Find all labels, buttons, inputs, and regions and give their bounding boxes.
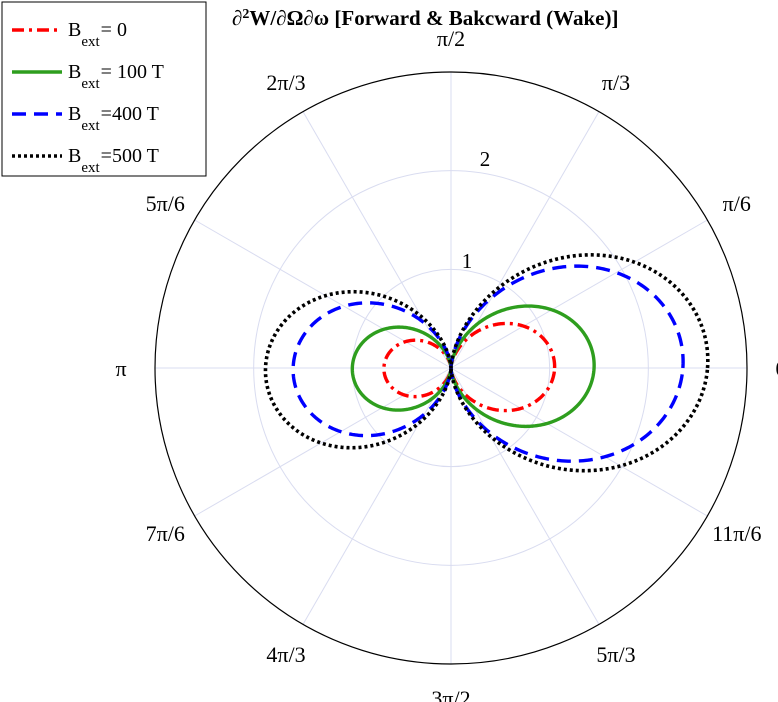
legend-entry: Bext= 0	[68, 19, 127, 50]
angular-tick-labels: 0 π/6 π/3 π/2 2π/3 5π/6 π 7π/6 4π/3 3π/2 5π/3 11π/6	[115, 26, 778, 702]
grid-spoke	[450, 219, 708, 369]
grid-spoke	[302, 111, 452, 369]
angular-tick-label: 5π/3	[596, 642, 635, 667]
radial-tick-labels: 12	[462, 147, 490, 273]
angular-tick-label: π	[115, 356, 126, 381]
angular-tick-label: 11π/6	[712, 521, 761, 546]
radial-tick-label: 1	[462, 249, 473, 273]
series-layer	[263, 253, 710, 473]
series-line-1	[382, 321, 557, 413]
radial-tick-label: 2	[480, 147, 491, 171]
angular-tick-label: 5π/6	[146, 191, 185, 216]
series-line-4	[263, 253, 710, 473]
angular-tick-label: 3π/2	[431, 686, 470, 702]
angular-tick-label: 2π/3	[266, 70, 305, 95]
angular-tick-label: π/6	[723, 191, 751, 216]
angular-tick-label: 7π/6	[146, 521, 185, 546]
grid-spoke	[450, 367, 708, 517]
outer-circle	[154, 71, 748, 665]
legend-entry: Bext=500 T	[68, 145, 159, 176]
angular-tick-label: π/2	[437, 26, 465, 51]
series-line-3	[291, 264, 685, 463]
angular-tick-label: 4π/3	[266, 642, 305, 667]
chart-title: ∂2W/∂Ω∂ω [Forward & Bakcward (Wake)]	[232, 6, 618, 30]
grid-spoke	[194, 219, 452, 369]
angular-tick-label: 0	[776, 356, 778, 381]
title-sup: 2	[242, 7, 249, 22]
title-pre: ∂	[232, 6, 242, 30]
angular-tick-label: π/3	[602, 70, 630, 95]
series-line-2	[350, 304, 596, 429]
legend: Bext= 0 Bext= 100 T Bext=400 T Bext=500 T	[1, 1, 207, 177]
legend-entry: Bext=400 T	[68, 103, 159, 134]
grid-spoke	[302, 367, 452, 625]
grid-spoke	[194, 367, 452, 517]
legend-box	[1, 1, 207, 177]
legend-entry: Bext= 100 T	[68, 61, 164, 92]
title-post: W/∂Ω∂ω [Forward & Bakcward (Wake)]	[249, 6, 618, 30]
